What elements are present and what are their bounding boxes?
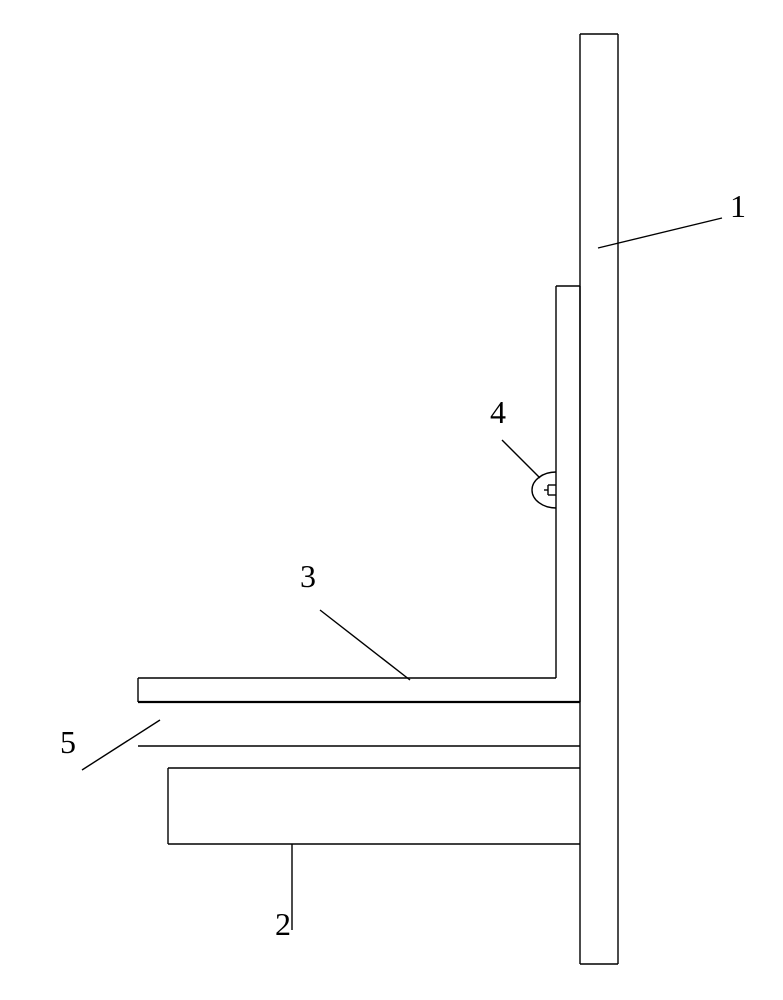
technical-drawing xyxy=(0,0,783,1000)
callout-label-3: 3 xyxy=(300,558,316,595)
callout-label-1: 1 xyxy=(730,188,746,225)
callout-label-4: 4 xyxy=(490,394,506,431)
callout-label-5: 5 xyxy=(60,724,76,761)
callout-label-2: 2 xyxy=(275,906,291,943)
